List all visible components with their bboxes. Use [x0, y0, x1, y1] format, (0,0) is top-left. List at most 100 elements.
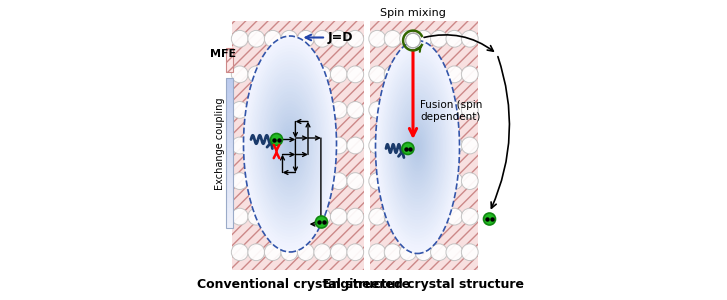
Ellipse shape: [413, 135, 422, 159]
Circle shape: [446, 137, 463, 154]
Bar: [225, 208, 233, 213]
Text: MFE: MFE: [210, 49, 236, 59]
Circle shape: [462, 208, 478, 225]
Bar: [225, 193, 233, 198]
Circle shape: [297, 244, 314, 261]
Circle shape: [406, 33, 420, 48]
Ellipse shape: [391, 80, 444, 214]
Circle shape: [330, 173, 348, 190]
Ellipse shape: [382, 56, 454, 238]
Ellipse shape: [270, 98, 310, 190]
Ellipse shape: [284, 129, 297, 159]
Circle shape: [347, 173, 364, 190]
Bar: [225, 188, 233, 193]
Ellipse shape: [376, 40, 459, 254]
Ellipse shape: [255, 64, 324, 224]
Circle shape: [369, 173, 385, 190]
Bar: [225, 128, 233, 133]
Ellipse shape: [266, 88, 314, 200]
Circle shape: [462, 30, 478, 47]
Ellipse shape: [263, 82, 316, 206]
Ellipse shape: [387, 71, 448, 223]
Ellipse shape: [382, 59, 452, 235]
Circle shape: [400, 30, 417, 47]
Bar: [225, 148, 233, 153]
Circle shape: [314, 173, 331, 190]
Circle shape: [265, 137, 281, 154]
Bar: [225, 78, 233, 228]
Ellipse shape: [406, 120, 428, 174]
Circle shape: [231, 137, 248, 154]
Circle shape: [248, 30, 265, 47]
Circle shape: [330, 30, 348, 47]
Circle shape: [446, 244, 463, 261]
Ellipse shape: [380, 53, 454, 241]
Bar: [225, 98, 233, 103]
Ellipse shape: [411, 132, 424, 162]
Circle shape: [415, 30, 432, 47]
Ellipse shape: [286, 135, 294, 153]
Circle shape: [281, 244, 297, 261]
Circle shape: [297, 137, 314, 154]
Bar: [225, 218, 233, 223]
Bar: [225, 48, 233, 72]
Ellipse shape: [260, 73, 321, 215]
Ellipse shape: [268, 92, 313, 196]
Circle shape: [347, 66, 364, 83]
Circle shape: [330, 66, 348, 83]
Bar: [225, 163, 233, 168]
Ellipse shape: [409, 126, 426, 168]
Ellipse shape: [282, 125, 298, 163]
Ellipse shape: [257, 67, 324, 221]
Ellipse shape: [389, 74, 446, 220]
Ellipse shape: [384, 62, 451, 232]
Circle shape: [385, 66, 401, 83]
Circle shape: [297, 173, 314, 190]
Text: Fusion (spin
dependent): Fusion (spin dependent): [420, 100, 482, 122]
FancyArrowPatch shape: [491, 57, 510, 208]
Circle shape: [330, 101, 348, 118]
Circle shape: [297, 208, 314, 225]
Bar: [369, 21, 478, 270]
Ellipse shape: [397, 95, 438, 199]
Circle shape: [281, 101, 297, 118]
Ellipse shape: [400, 101, 435, 193]
Circle shape: [462, 66, 478, 83]
Bar: [225, 143, 233, 148]
Circle shape: [347, 137, 364, 154]
Circle shape: [347, 208, 364, 225]
Bar: [225, 133, 233, 138]
Text: Engineered crystal structure: Engineered crystal structure: [323, 278, 524, 291]
Circle shape: [297, 101, 314, 118]
Bar: [225, 138, 233, 143]
Circle shape: [446, 66, 463, 83]
Bar: [225, 178, 233, 183]
Ellipse shape: [276, 110, 305, 178]
Bar: [225, 103, 233, 108]
Circle shape: [248, 244, 265, 261]
Ellipse shape: [393, 86, 441, 208]
Circle shape: [347, 101, 364, 118]
Ellipse shape: [261, 76, 319, 212]
Ellipse shape: [250, 51, 330, 237]
Circle shape: [415, 137, 432, 154]
Circle shape: [483, 213, 496, 225]
Circle shape: [265, 208, 281, 225]
Circle shape: [462, 101, 478, 118]
Circle shape: [330, 208, 348, 225]
Ellipse shape: [398, 98, 437, 196]
Ellipse shape: [386, 68, 449, 226]
Circle shape: [385, 208, 401, 225]
Bar: [225, 123, 233, 128]
Circle shape: [369, 208, 385, 225]
Ellipse shape: [385, 65, 450, 229]
Circle shape: [369, 66, 385, 83]
Circle shape: [430, 208, 447, 225]
Circle shape: [265, 173, 281, 190]
Circle shape: [406, 33, 420, 48]
Ellipse shape: [265, 85, 316, 202]
Bar: [225, 78, 233, 83]
Circle shape: [415, 208, 432, 225]
Ellipse shape: [271, 101, 308, 187]
Ellipse shape: [244, 36, 337, 252]
